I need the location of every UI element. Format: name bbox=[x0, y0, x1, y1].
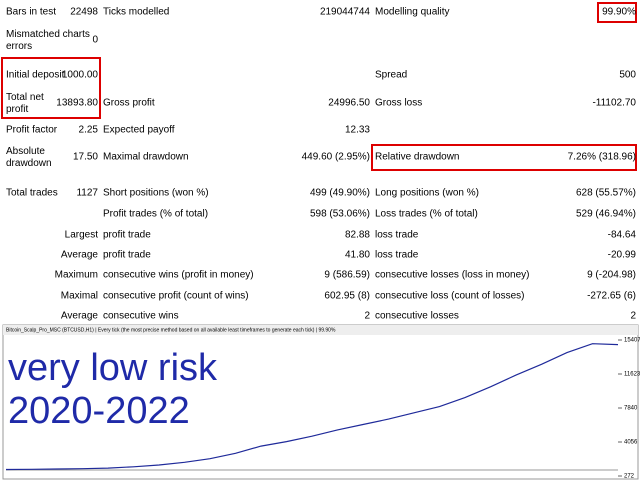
field-value: 219044744 bbox=[320, 7, 370, 18]
equity-line bbox=[5, 343, 619, 471]
field-value: -11102.70 bbox=[592, 98, 636, 109]
highlight-box bbox=[1, 57, 101, 119]
field-value: 628 (55.57%) bbox=[576, 188, 636, 199]
field-value: 602.95 (8) bbox=[324, 291, 370, 302]
field-value: 9 (586.59) bbox=[324, 270, 370, 281]
field-value: 449.60 (2.95%) bbox=[302, 152, 370, 163]
field-label: Ticks modelled bbox=[103, 7, 169, 18]
field-value: 12.33 bbox=[345, 125, 370, 136]
highlight-box bbox=[371, 144, 637, 171]
field-label: Gross profit bbox=[103, 98, 155, 109]
field-label: Initial deposit bbox=[6, 70, 65, 81]
field-value: -272.65 (6) bbox=[587, 291, 636, 302]
field-label: profit trade bbox=[103, 230, 151, 241]
field-value: 7.26% (318.96) bbox=[568, 152, 636, 163]
field-value: 9 (-204.98) bbox=[587, 270, 636, 281]
field-label: consecutive wins (profit in money) bbox=[103, 270, 254, 281]
field-label: Expected payoff bbox=[103, 125, 175, 136]
field-value: 1127 bbox=[76, 188, 98, 199]
field-label: Relative drawdown bbox=[375, 152, 460, 163]
chart-frame bbox=[2, 324, 639, 480]
y-tick-label: 11623 bbox=[624, 372, 640, 378]
highlight-box bbox=[597, 2, 637, 23]
field-value: -84.64 bbox=[608, 230, 637, 241]
field-value: 99.90% bbox=[602, 7, 636, 18]
field-value: 22498 bbox=[70, 7, 98, 18]
field-value: 0 bbox=[92, 35, 98, 46]
field-value: 2 bbox=[364, 311, 370, 322]
field-label: Mismatched charts errors bbox=[6, 29, 90, 52]
field-value: 529 (46.94%) bbox=[576, 209, 636, 220]
chart-title: Bitcoin_Scalp_Pro_MSC (BTCUSD,H1) | Ever… bbox=[6, 327, 336, 333]
field-label: Maximal drawdown bbox=[103, 152, 189, 163]
field-value: 17.50 bbox=[73, 152, 98, 163]
field-label: Total trades bbox=[6, 188, 58, 199]
field-value: 82.88 bbox=[345, 230, 370, 241]
field-value: 41.80 bbox=[345, 250, 370, 261]
field-value: 500 bbox=[619, 70, 636, 81]
field-value: 1000.00 bbox=[62, 70, 99, 81]
field-value: -20.99 bbox=[608, 250, 637, 261]
field-label: consecutive loss (count of losses) bbox=[375, 291, 525, 302]
y-tick-label: 4056 bbox=[624, 440, 638, 446]
field-label: consecutive losses bbox=[375, 311, 459, 322]
field-label: profit trade bbox=[103, 250, 151, 261]
field-label: consecutive losses (loss in money) bbox=[375, 270, 530, 281]
field-label: loss trade bbox=[375, 250, 419, 261]
field-label: Average bbox=[61, 250, 99, 261]
field-label: Profit factor bbox=[6, 125, 58, 136]
field-label: Spread bbox=[375, 70, 407, 81]
y-tick-label: 15407 bbox=[624, 338, 640, 344]
field-label: Average bbox=[61, 311, 99, 322]
field-label: Absolute drawdown bbox=[6, 146, 52, 169]
field-label: Gross loss bbox=[375, 98, 422, 109]
field-label: Largest bbox=[65, 230, 99, 241]
field-label: Profit trades (% of total) bbox=[103, 209, 208, 220]
field-label: Long positions (won %) bbox=[375, 188, 479, 199]
field-value: 13893.80 bbox=[56, 98, 98, 109]
field-label: Modelling quality bbox=[375, 7, 450, 18]
field-value: 499 (49.90%) bbox=[310, 188, 370, 199]
field-label: consecutive wins bbox=[103, 311, 179, 322]
field-label: Total net profit bbox=[6, 92, 44, 115]
field-label: Maximum bbox=[55, 270, 98, 281]
field-value: 598 (53.06%) bbox=[310, 209, 370, 220]
field-label: consecutive profit (count of wins) bbox=[103, 291, 249, 302]
field-label: loss trade bbox=[375, 230, 419, 241]
field-label: Maximal bbox=[61, 291, 98, 302]
chart-header-bar bbox=[3, 325, 638, 335]
y-tick-label: 7840 bbox=[624, 406, 638, 412]
field-label: Short positions (won %) bbox=[103, 188, 209, 199]
field-value: 24996.50 bbox=[328, 98, 370, 109]
field-value: 2 bbox=[630, 311, 636, 322]
field-value: 2.25 bbox=[79, 125, 99, 136]
field-label: Bars in test bbox=[6, 7, 56, 18]
annotation: very low risk bbox=[8, 347, 218, 389]
annotation: 2020-2022 bbox=[8, 390, 190, 432]
y-tick-label: 272 bbox=[624, 474, 635, 480]
field-label: Loss trades (% of total) bbox=[375, 209, 478, 220]
